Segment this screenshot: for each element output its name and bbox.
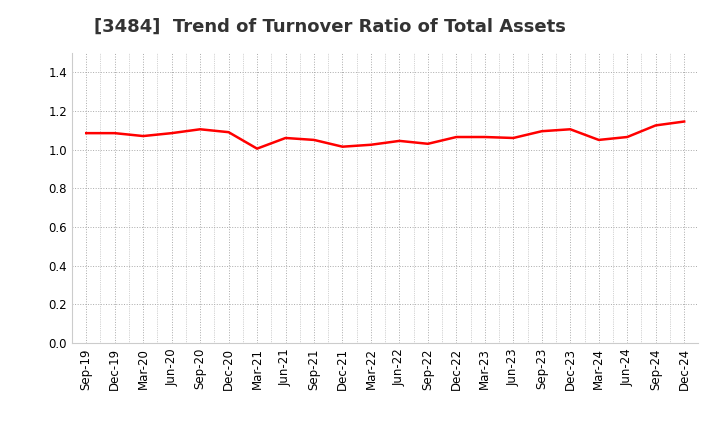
Text: [3484]  Trend of Turnover Ratio of Total Assets: [3484] Trend of Turnover Ratio of Total …	[94, 18, 565, 36]
